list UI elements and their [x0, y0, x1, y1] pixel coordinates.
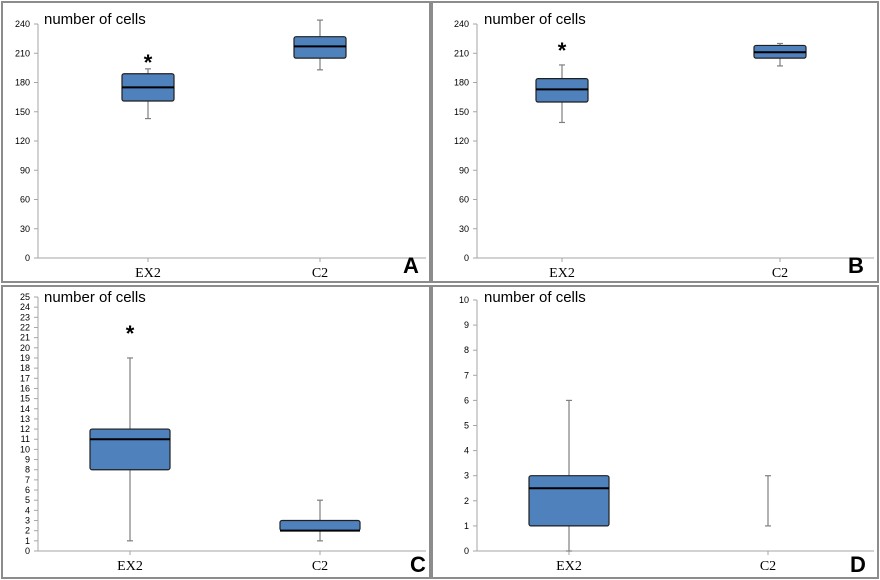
- y-axis-label: number of cells: [44, 11, 146, 28]
- y-tick-label: 13: [20, 414, 30, 424]
- y-tick-label: 3: [25, 516, 30, 526]
- y-tick-label: 240: [454, 19, 469, 29]
- y-tick-label: 10: [459, 295, 469, 305]
- y-tick-label: 90: [20, 165, 30, 175]
- y-axis-label: number of cells: [484, 11, 586, 28]
- y-tick-label: 90: [459, 165, 469, 175]
- y-tick-label: 120: [454, 136, 469, 146]
- panel-letter: A: [403, 253, 419, 278]
- y-tick-label: 17: [20, 373, 30, 383]
- y-axis-label: number of cells: [484, 289, 586, 306]
- x-category-label: EX2: [135, 266, 161, 281]
- x-category-label: C2: [760, 559, 776, 574]
- y-tick-label: 180: [454, 78, 469, 88]
- y-tick-label: 0: [464, 253, 469, 263]
- y-tick-label: 7: [25, 475, 30, 485]
- y-tick-label: 30: [20, 224, 30, 234]
- y-tick-label: 23: [20, 312, 30, 322]
- y-tick-label: 5: [464, 421, 469, 431]
- box-iqr: [279, 519, 361, 532]
- y-tick-label: 2: [464, 496, 469, 506]
- box-ex2: *: [89, 321, 171, 542]
- panel-frame: [431, 285, 879, 579]
- panel-b: 0 30 60 90 120 150 180 210 240 number of cells EX2…: [431, 1, 879, 283]
- panel-letter: C: [410, 552, 426, 577]
- y-tick-label: 150: [454, 107, 469, 117]
- y-tick-label: 6: [25, 485, 30, 495]
- y-tick-label: 10: [20, 444, 30, 454]
- box-c2: [765, 475, 771, 527]
- box-c2: [753, 42, 807, 67]
- y-tick-label: 9: [25, 455, 30, 465]
- y-tick-label: 60: [459, 195, 469, 205]
- y-tick-label: 8: [25, 465, 30, 475]
- significance-asterisk: *: [126, 321, 135, 346]
- panel-c: 0123456789101112131415161718192021222324…: [1, 285, 431, 579]
- y-tick-label: 0: [25, 546, 30, 556]
- y-tick-label: 30: [459, 224, 469, 234]
- y-tick-label: 21: [20, 333, 30, 343]
- y-tick-label: 5: [25, 495, 30, 505]
- panel-frame: [1, 285, 431, 579]
- box-iqr: [89, 428, 171, 471]
- y-tick-label: 14: [20, 404, 30, 414]
- x-category-label: C2: [772, 266, 788, 281]
- y-tick-label: 25: [20, 292, 30, 302]
- y-tick-label: 7: [464, 370, 469, 380]
- y-tick-label: 180: [15, 78, 30, 88]
- box-ex2: *: [535, 38, 589, 124]
- x-category-label: C2: [312, 266, 328, 281]
- panel-frame: [431, 1, 879, 283]
- y-tick-label: 8: [464, 345, 469, 355]
- y-tick-label: 20: [20, 343, 30, 353]
- box-iqr: [528, 475, 610, 527]
- y-tick-label: 210: [454, 48, 469, 58]
- panel-letter: B: [848, 253, 864, 278]
- y-tick-label: 4: [25, 505, 30, 515]
- y-tick-label: 0: [464, 546, 469, 556]
- y-tick-label: 18: [20, 363, 30, 373]
- panel-letter: D: [850, 552, 866, 577]
- panel-d: 0 1 2 3 4 5 6 7 8 9 10 number of cells EX2 C2 D: [431, 285, 879, 579]
- y-tick-label: 1: [25, 536, 30, 546]
- y-tick-label: 0: [25, 253, 30, 263]
- y-tick-label: 11: [21, 434, 30, 444]
- y-tick-label: 24: [20, 302, 30, 312]
- x-category-label: EX2: [556, 559, 582, 574]
- y-tick-label: 12: [20, 424, 30, 434]
- y-axis-label: number of cells: [44, 289, 146, 306]
- significance-asterisk: *: [144, 50, 153, 75]
- y-tick-label: 120: [15, 136, 30, 146]
- significance-asterisk: *: [558, 38, 567, 63]
- y-tick-label: 6: [464, 395, 469, 405]
- y-tick-label: 3: [464, 471, 469, 481]
- panel-a: 0 30 60 90 120 150 180 210 240 number of cells EX2…: [1, 1, 431, 283]
- x-category-label: C2: [312, 559, 328, 574]
- box-c2: [279, 499, 361, 542]
- box-c2: [293, 19, 347, 71]
- box-ex2: [528, 399, 610, 552]
- y-tick-label: 15: [20, 394, 30, 404]
- y-tick-label: 2: [25, 526, 30, 536]
- y-tick-label: 9: [464, 320, 469, 330]
- y-tick-label: 60: [20, 195, 30, 205]
- x-category-label: EX2: [549, 266, 575, 281]
- x-category-label: EX2: [117, 559, 143, 574]
- y-tick-label: 150: [15, 107, 30, 117]
- y-tick-label: 22: [20, 322, 30, 332]
- y-tick-label: 16: [20, 383, 30, 393]
- y-tick-label: 4: [464, 446, 469, 456]
- box-ex2: *: [121, 50, 175, 120]
- y-tick-label: 1: [464, 521, 469, 531]
- panel-frame: [1, 1, 431, 283]
- y-tick-label: 210: [15, 48, 30, 58]
- y-tick-label: 240: [15, 19, 30, 29]
- y-tick-label: 19: [20, 353, 30, 363]
